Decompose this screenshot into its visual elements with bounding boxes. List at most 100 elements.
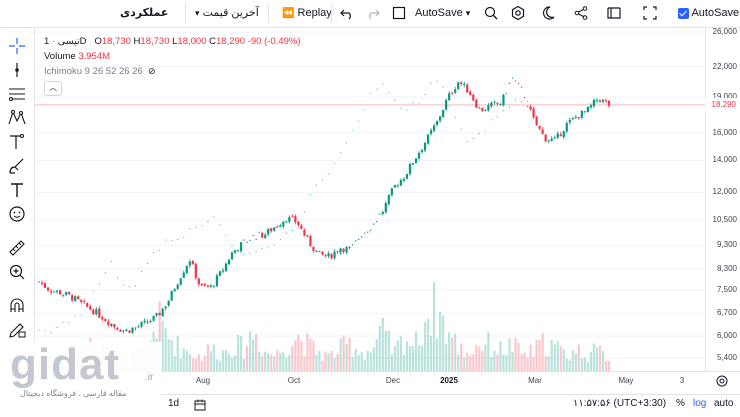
zoom-in-icon (9, 264, 25, 280)
measure-tool[interactable] (7, 238, 27, 258)
candle-dot (367, 231, 369, 233)
layout-button[interactable] (392, 4, 406, 22)
publish-button[interactable] (606, 4, 622, 22)
candle-body (291, 216, 294, 218)
goto-date-button[interactable] (193, 398, 207, 415)
price-chart[interactable] (35, 28, 705, 371)
candle-body (270, 228, 273, 232)
candle-body (442, 110, 445, 118)
fullscreen-button[interactable] (643, 4, 657, 22)
lock-drawings-tool[interactable] (7, 320, 27, 340)
volume-bar (550, 339, 553, 371)
text-tool[interactable] (7, 180, 27, 200)
theme-toggle[interactable] (541, 4, 555, 22)
ichimoku-point (400, 107, 402, 109)
volume-bar (330, 350, 333, 371)
candle-body (92, 309, 95, 315)
price-tick: 12,000 (712, 187, 737, 197)
price-axis[interactable]: 26,000 22,000 19,000 16,000 14,000 12,00… (705, 27, 740, 371)
ichimoku-point (448, 105, 450, 108)
legend-collapse-row: ︿ (44, 79, 301, 96)
ichimoku-point (38, 329, 40, 331)
ichimoku-legend-row[interactable]: Ichimoku 9 26 52 26 26 ⊘ (44, 64, 301, 79)
price-type-dropdown[interactable]: ▾ آخرین قیمت (195, 4, 259, 22)
range-1d-button[interactable]: 1d (168, 398, 180, 409)
quick-search-button[interactable] (483, 4, 499, 22)
volume-bar (245, 346, 249, 371)
volume-bar (209, 351, 213, 371)
fib-tool[interactable] (7, 84, 27, 104)
candle-body (137, 326, 140, 328)
undo-button[interactable] (340, 4, 354, 22)
candle-body (381, 211, 384, 214)
brush-tool[interactable] (7, 156, 27, 176)
candle-body (236, 250, 240, 252)
search-icon (484, 6, 498, 20)
candle-body (460, 82, 463, 85)
pattern-icon (8, 110, 26, 125)
volume-bar (324, 351, 327, 371)
candle-body (179, 278, 182, 285)
candle-body (194, 263, 197, 279)
candle-body (333, 251, 336, 258)
volume-bar (357, 355, 360, 371)
candle-dot (508, 82, 511, 85)
icon-tool[interactable] (7, 204, 27, 224)
volume-bar (523, 352, 526, 371)
volume-bar (604, 360, 608, 371)
replay-button[interactable]: ⏪ Replay (282, 4, 332, 22)
indicators-button[interactable]: عملکردی (120, 4, 168, 22)
zoom-in-tool[interactable] (7, 262, 27, 282)
candle-body (203, 284, 206, 286)
redo-button[interactable] (366, 4, 380, 22)
ichimoku-point (207, 221, 209, 223)
projection-tool[interactable] (7, 132, 27, 152)
magnet-tool[interactable] (7, 296, 27, 316)
ichimoku-point (321, 179, 324, 181)
volume-bar (399, 336, 403, 371)
eye-crossed-icon[interactable]: ⊘ (148, 66, 156, 76)
ichimoku-lagging-span (38, 80, 529, 334)
candle-dot (364, 232, 366, 234)
auto-scale-toggle[interactable]: auto (714, 398, 734, 409)
pattern-tool[interactable] (7, 108, 27, 128)
candle-body (315, 250, 318, 252)
percent-toggle[interactable]: % (676, 398, 685, 409)
settings-button[interactable] (510, 4, 526, 22)
candle-body (405, 174, 409, 179)
autosave-checkbox[interactable]: AutoSave (678, 4, 739, 22)
time-axis[interactable]: Aug Oct Dec 2025 Mar May 3 (35, 371, 740, 390)
ichimoku-point (189, 228, 191, 230)
layout-icon (392, 6, 406, 20)
candle-body (197, 278, 200, 285)
volume-bar (336, 353, 339, 371)
candle-dot (255, 238, 257, 241)
clock-readout[interactable]: ۱۱:۵۷:۵۶ (UTC+3:30) (573, 398, 667, 409)
crosshair-tool[interactable] (7, 36, 27, 56)
ichimoku-point (309, 194, 311, 196)
volume-bar (414, 331, 418, 371)
axis-settings-icon[interactable] (715, 374, 729, 388)
interval-label: 1D (44, 36, 87, 47)
chevron-up-icon[interactable]: ︿ (44, 81, 62, 96)
candle-body (89, 306, 92, 310)
candle-body (119, 329, 122, 332)
autosave-dropdown[interactable]: AutoSave ▾ (415, 4, 470, 22)
volume-bar (218, 360, 222, 371)
candle-dot (370, 229, 372, 232)
volume-bar (294, 340, 297, 371)
candle-body (342, 248, 345, 252)
candle-dot (360, 236, 363, 238)
candle-body (55, 290, 59, 292)
price-tick: 8,300 (716, 263, 737, 273)
trend-line-tool[interactable] (7, 60, 27, 80)
volume-bar (369, 352, 372, 371)
share-button[interactable] (574, 4, 588, 22)
ichimoku-point (376, 88, 378, 90)
volume-legend-row[interactable]: Volume 3.954M (44, 49, 301, 64)
long-position-icon (10, 134, 24, 149)
ichimoku-point (442, 86, 444, 88)
log-scale-toggle[interactable]: log (693, 398, 707, 409)
symbol-legend-row[interactable]: تپسی · 1D O18,730 H18,730 L18,000 C18,29… (44, 36, 301, 47)
volume-bar (457, 354, 460, 371)
